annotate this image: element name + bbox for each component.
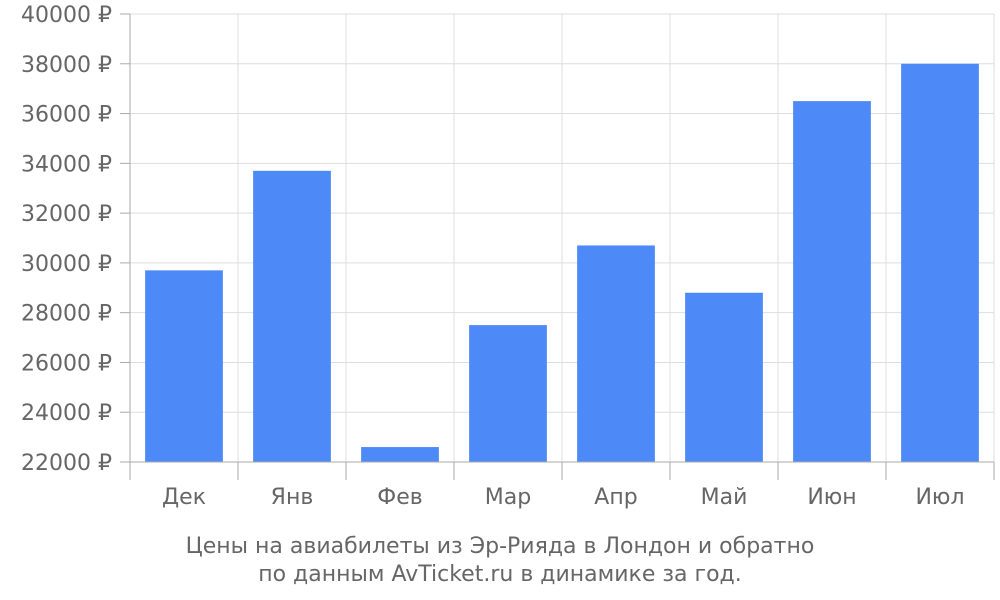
x-tick-label: Дек	[162, 485, 206, 510]
bar-6	[685, 292, 763, 462]
axes	[120, 13, 995, 480]
x-tick-labels: Дек Янв Фев Мар Апр Май Июн Июл	[162, 485, 965, 510]
bar-7	[793, 101, 871, 462]
x-tick-label: Июн	[807, 485, 856, 510]
x-tick-label: Янв	[271, 485, 314, 510]
y-tick-label: 24000 ₽	[21, 401, 112, 426]
y-tick-label: 38000 ₽	[21, 53, 112, 78]
y-tick-label: 22000 ₽	[21, 451, 112, 476]
caption-line-1: Цены на авиабилеты из Эр-Рияда в Лондон …	[185, 534, 815, 559]
bar-4	[469, 325, 547, 462]
y-tick-label: 36000 ₽	[21, 103, 112, 128]
x-tick-label: Май	[701, 485, 748, 510]
y-tick-label: 32000 ₽	[21, 202, 112, 227]
bar-3	[361, 447, 439, 462]
caption-line-2: по данным AvTicket.ru в динамике за год.	[258, 562, 742, 587]
bars	[145, 63, 979, 463]
y-tick-label: 40000 ₽	[21, 3, 112, 28]
x-tick-label: Июл	[915, 485, 964, 510]
y-tick-label: 28000 ₽	[21, 302, 112, 327]
x-tick-label: Фев	[377, 485, 422, 510]
y-tick-label: 34000 ₽	[21, 152, 112, 177]
bar-1	[145, 270, 223, 462]
y-tick-label: 30000 ₽	[21, 252, 112, 277]
bar-2	[253, 170, 331, 463]
bar-8	[901, 63, 979, 463]
x-tick-label: Апр	[594, 485, 637, 510]
x-tick-label: Мар	[485, 485, 531, 510]
price-bar-chart: 22000 ₽ 24000 ₽ 26000 ₽ 28000 ₽ 30000 ₽ 32000…	[21, 3, 995, 510]
y-tick-labels: 22000 ₽ 24000 ₽ 26000 ₽ 28000 ₽ 30000 ₽ 32000…	[21, 3, 112, 476]
bar-5	[577, 245, 655, 462]
y-tick-label: 26000 ₽	[21, 351, 112, 376]
chart-caption: Цены на авиабилеты из Эр-Рияда в Лондон …	[0, 533, 1000, 589]
